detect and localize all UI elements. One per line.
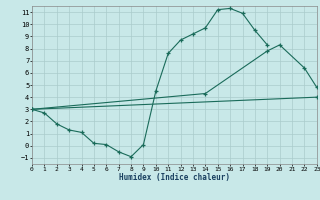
X-axis label: Humidex (Indice chaleur): Humidex (Indice chaleur) [119, 173, 230, 182]
